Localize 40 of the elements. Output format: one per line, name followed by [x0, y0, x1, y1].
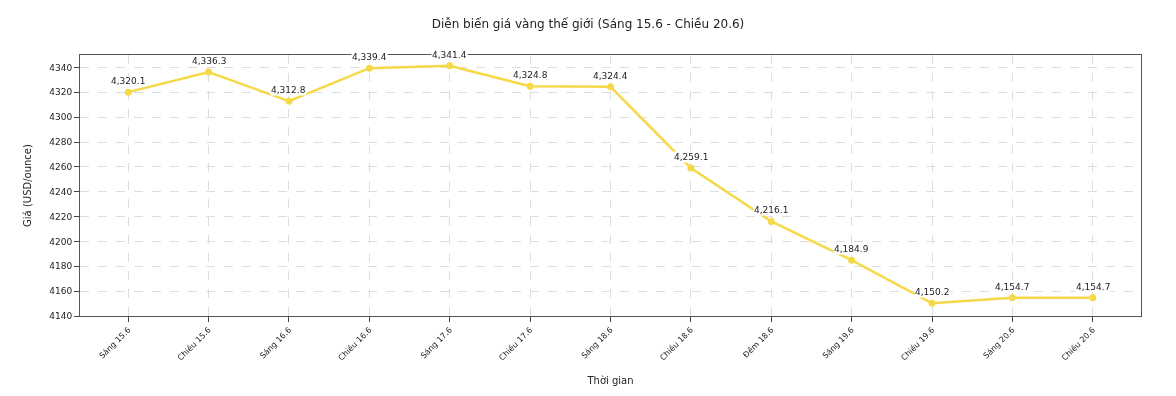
y-tick-label: 4140 — [49, 311, 73, 322]
data-label: 4,154.7 — [995, 282, 1030, 292]
y-tick-label: 4180 — [49, 261, 73, 272]
data-label: 4,184.9 — [834, 244, 869, 254]
data-label: 4,150.2 — [915, 287, 950, 297]
data-label: 4,324.4 — [593, 71, 628, 81]
point — [1008, 294, 1016, 302]
point — [365, 64, 373, 72]
data-label: 4,324.8 — [513, 70, 548, 80]
data-label: 4,216.1 — [754, 205, 789, 215]
y-tick-label: 4200 — [49, 236, 73, 247]
x-axis-title: Thời gian — [586, 374, 634, 386]
point — [205, 68, 213, 76]
y-tick-label: 4220 — [49, 211, 73, 222]
data-label: 4,154.7 — [1076, 282, 1111, 292]
y-tick-label: 4240 — [49, 186, 73, 197]
y-tick-label: 4300 — [49, 112, 73, 123]
point — [124, 88, 132, 96]
point — [687, 164, 695, 172]
y-tick-label: 4320 — [49, 87, 73, 98]
point — [607, 83, 614, 91]
data-label: 4,312.8 — [271, 85, 306, 95]
data-label: 4,336.3 — [192, 56, 227, 66]
y-tick-label: 4280 — [49, 137, 73, 148]
point — [767, 217, 775, 225]
data-label: 4,320.1 — [111, 76, 146, 86]
data-label: 4,339.4 — [352, 52, 387, 62]
point — [446, 62, 454, 70]
data-label: 4,259.1 — [674, 152, 709, 162]
y-tick-label: 4160 — [49, 286, 73, 297]
data-label: 4,341.4 — [432, 50, 467, 60]
y-tick-label: 4340 — [49, 62, 73, 73]
point — [285, 97, 293, 105]
point — [848, 256, 856, 264]
y-axis-title: Giá (USD/ounce) — [22, 144, 34, 227]
y-tick-label: 4260 — [49, 162, 73, 173]
point — [526, 82, 534, 90]
point — [928, 299, 936, 307]
point — [1089, 294, 1097, 302]
chart-title: Diễn biến giá vàng thế giới (Sáng 15.6 - Chiều 20.6) — [431, 17, 745, 32]
